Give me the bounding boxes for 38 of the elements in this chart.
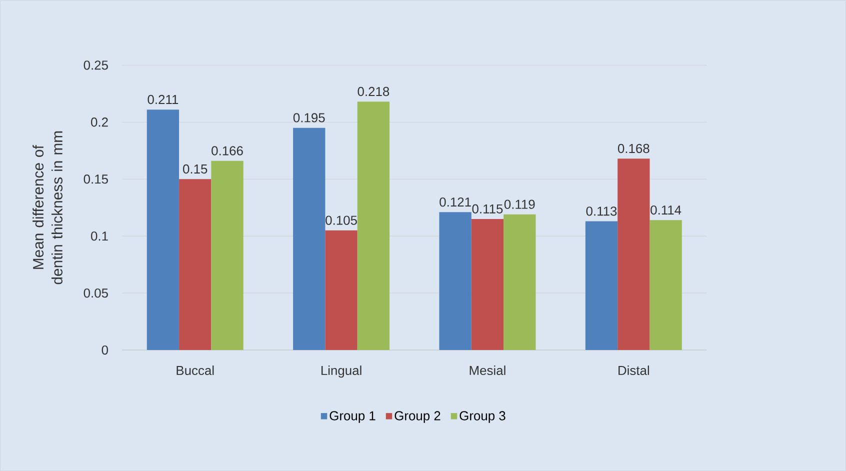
legend-label: Group 3 [460,411,506,423]
y-tick-label: 0.25 [84,60,108,70]
bar [146,110,180,350]
y-tick-label: 0 [102,345,108,355]
bar [618,158,650,350]
bar [650,220,682,350]
data-label: 0.105 [326,216,357,225]
data-label: 0.115 [472,204,503,214]
y-axis-title: Mean difference of dentin thickness in mm [32,131,62,284]
y-tick-label: 0.2 [91,117,108,127]
bar [211,160,244,350]
x-tick-label: Mesial [470,365,506,375]
bar [439,212,472,350]
data-label: 0.168 [618,144,650,153]
legend-label: Group 1 [330,411,376,423]
data-label: 0.15 [183,164,208,174]
bar [504,214,536,350]
x-tick-label: Buccal [176,365,214,375]
bar [471,218,504,350]
data-label: 0.114 [650,205,682,215]
bar [357,102,390,350]
data-label: 0.195 [293,113,325,122]
x-tick-label: Distal [618,365,649,375]
data-label: 0.113 [586,206,617,216]
data-label: 0.218 [358,86,390,96]
y-tick-label: 0.05 [84,288,108,298]
bar [293,128,326,350]
bar [179,179,212,350]
x-tick-label: Lingual [321,365,362,378]
bar [585,221,618,350]
data-label: 0.166 [212,146,243,156]
data-label: 0.119 [504,200,535,209]
bar [325,230,358,350]
data-label: 0.211 [148,94,178,104]
y-tick-label: 0.1 [91,231,108,241]
data-label: 0.121 [440,197,471,207]
legend-label: Group 2 [394,411,440,423]
y-tick-label: 0.15 [84,174,108,184]
